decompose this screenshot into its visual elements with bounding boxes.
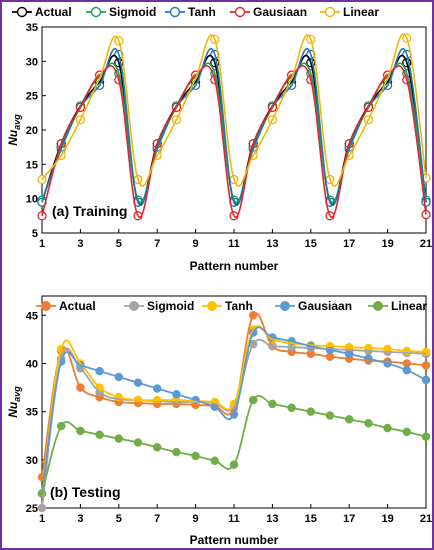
x-tick-label: 13 bbox=[266, 238, 278, 250]
legend-entry-tanh: Tanh bbox=[202, 299, 253, 313]
legend-entry-gausiaan: Gausiaan bbox=[230, 5, 307, 19]
y-tick-label: 25 bbox=[26, 503, 38, 515]
x-tick-label: 1 bbox=[39, 238, 45, 250]
legend-marker bbox=[169, 6, 181, 18]
x-tick-label: 15 bbox=[305, 513, 317, 525]
y-axis-title-subscript: avg bbox=[12, 386, 22, 402]
legend-label: Linear bbox=[343, 5, 379, 19]
legend-entry-linear: Linear bbox=[368, 299, 427, 313]
data-point-linear bbox=[421, 432, 431, 441]
x-axis-title: Pattern number bbox=[190, 259, 279, 273]
legend-label: Sigmoid bbox=[109, 5, 156, 19]
series-markers bbox=[37, 311, 431, 513]
series-line-tanh bbox=[41, 325, 427, 494]
legend-marker bbox=[234, 6, 246, 18]
y-axis-title: Nuavg bbox=[6, 386, 22, 418]
x-tick-label: 7 bbox=[154, 513, 160, 525]
y-tick-label: 15 bbox=[26, 159, 38, 171]
x-tick-label: 9 bbox=[193, 513, 199, 525]
legend-label: Actual bbox=[59, 299, 96, 313]
x-axis-title: Pattern number bbox=[190, 533, 279, 547]
legend-entry-actual: Actual bbox=[12, 5, 72, 19]
y-axis-title: Nuavg bbox=[6, 114, 22, 146]
legend-marker bbox=[90, 6, 102, 18]
x-tick-label: 19 bbox=[381, 238, 393, 250]
legend-label: Tanh bbox=[188, 5, 216, 19]
legend-label: Gausiaan bbox=[253, 5, 307, 19]
legend-marker bbox=[129, 301, 139, 311]
legend-marker bbox=[373, 301, 383, 311]
x-tick-label: 11 bbox=[228, 513, 240, 525]
legend-label: Gausiaan bbox=[298, 299, 352, 313]
legend-entry-sigmoid: Sigmoid bbox=[86, 5, 156, 19]
x-tick-label: 11 bbox=[228, 238, 240, 250]
x-tick-label: 17 bbox=[343, 513, 355, 525]
panel-label: (b) Testing bbox=[50, 484, 121, 500]
x-tick-label: 17 bbox=[343, 238, 355, 250]
x-tick-label: 19 bbox=[381, 513, 393, 525]
legend-label: Tanh bbox=[225, 299, 253, 313]
legend-entry-gausiaan: Gausiaan bbox=[275, 299, 352, 313]
legend-entry-tanh: Tanh bbox=[165, 5, 216, 19]
y-tick-label: 35 bbox=[26, 407, 38, 419]
legend-entry-linear: Linear bbox=[320, 5, 379, 19]
series-markers bbox=[37, 33, 431, 221]
series-line-linear bbox=[41, 33, 427, 187]
y-tick-label: 10 bbox=[26, 194, 38, 206]
y-axis-title-main: Nu bbox=[6, 401, 20, 418]
y-tick-label: 5 bbox=[32, 228, 38, 240]
x-tick-label: 5 bbox=[116, 238, 122, 250]
series-line-sigmoid bbox=[41, 338, 427, 509]
legend-marker bbox=[324, 6, 336, 18]
x-tick-label: 3 bbox=[77, 238, 83, 250]
series-line-actual bbox=[41, 312, 427, 478]
x-tick-label: 21 bbox=[420, 238, 432, 250]
legend-marker bbox=[41, 301, 51, 311]
x-tick-label: 7 bbox=[154, 238, 160, 250]
x-tick-label: 21 bbox=[420, 513, 432, 525]
x-tick-label: 1 bbox=[39, 513, 45, 525]
legend-marker bbox=[207, 301, 217, 311]
x-tick-label: 5 bbox=[116, 513, 122, 525]
x-tick-label: 9 bbox=[193, 238, 199, 250]
y-tick-label: 35 bbox=[26, 22, 38, 34]
legend-marker bbox=[16, 6, 28, 18]
y-tick-label: 20 bbox=[26, 125, 38, 137]
series-line-linear bbox=[41, 394, 427, 494]
x-tick-label: 3 bbox=[77, 513, 83, 525]
series-line-gausiaan bbox=[41, 326, 427, 494]
y-tick-label: 45 bbox=[26, 310, 38, 322]
x-tick-label: 15 bbox=[305, 238, 317, 250]
x-tick-label: 13 bbox=[266, 513, 278, 525]
series-line-gausiaan bbox=[41, 65, 427, 218]
y-axis-title-main: Nu bbox=[6, 129, 20, 146]
y-tick-label: 30 bbox=[26, 455, 38, 467]
panel-label: (a) Training bbox=[52, 203, 127, 219]
y-tick-label: 25 bbox=[26, 91, 38, 103]
legend-label: Actual bbox=[35, 5, 72, 19]
legend-entry-sigmoid: Sigmoid bbox=[124, 299, 194, 313]
y-axis-title-subscript: avg bbox=[12, 114, 22, 130]
y-tick-label: 30 bbox=[26, 56, 38, 68]
legend-marker bbox=[280, 301, 290, 311]
legend-label: Sigmoid bbox=[147, 299, 194, 313]
data-point-gausiaan bbox=[37, 211, 47, 221]
y-tick-label: 40 bbox=[26, 358, 38, 370]
legend-label: Linear bbox=[391, 299, 427, 313]
legend-entry-actual: Actual bbox=[36, 299, 96, 313]
